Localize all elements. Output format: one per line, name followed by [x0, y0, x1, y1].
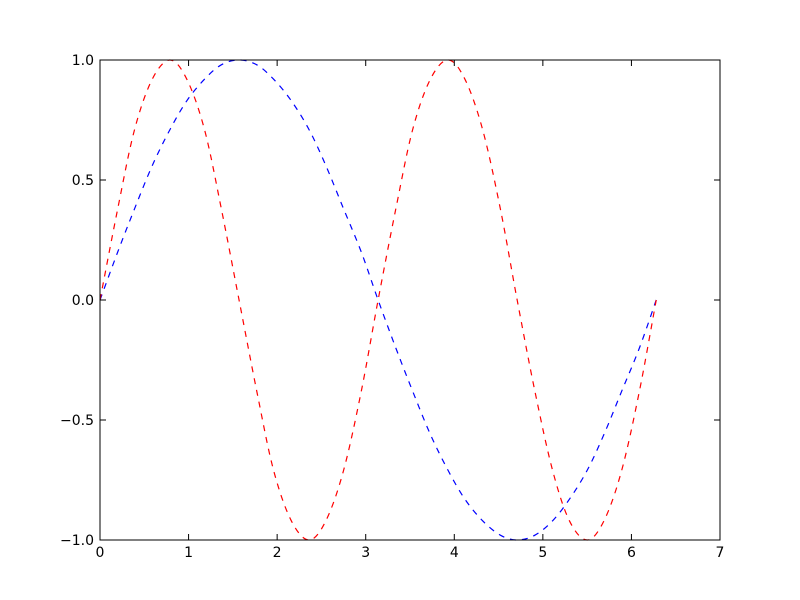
- x-tick-label: 0: [96, 545, 105, 561]
- x-tick-label: 2: [273, 545, 282, 561]
- x-tick-label: 5: [538, 545, 547, 561]
- line-series: [99, 59, 657, 541]
- x-tick-label: 6: [627, 545, 636, 561]
- y-tick-label: −1.0: [60, 533, 94, 549]
- y-tick-label: 1.0: [72, 53, 94, 69]
- y-tick-label: 0.0: [72, 293, 94, 309]
- x-tick-label: 3: [361, 545, 370, 561]
- y-tick-label: 0.5: [72, 173, 94, 189]
- x-tick-label: 4: [450, 545, 459, 561]
- x-tick-label: 1: [184, 545, 193, 561]
- y-tick-label: −0.5: [60, 413, 94, 429]
- x-tick-label: 7: [716, 545, 725, 561]
